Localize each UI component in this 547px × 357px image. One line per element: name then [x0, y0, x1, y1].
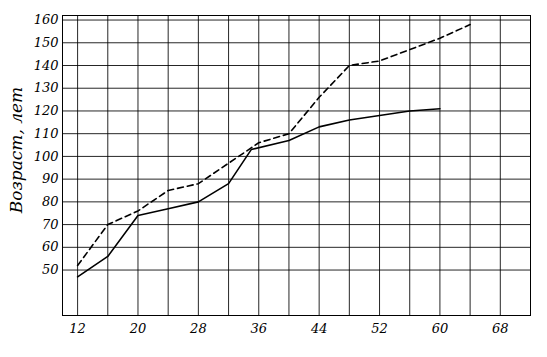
svg-text:12: 12	[69, 321, 86, 336]
svg-text:70: 70	[42, 217, 59, 232]
svg-text:160: 160	[34, 12, 59, 27]
svg-text:100: 100	[34, 149, 59, 164]
svg-text:140: 140	[34, 58, 59, 73]
svg-text:110: 110	[34, 126, 59, 141]
svg-text:44: 44	[310, 321, 328, 336]
svg-text:90: 90	[42, 171, 59, 186]
svg-text:150: 150	[34, 35, 59, 50]
html-text:Возраст, лет: Возраст, лет	[6, 86, 26, 214]
svg-text:60: 60	[432, 321, 449, 336]
svg-text:36: 36	[250, 321, 267, 336]
svg-text:20: 20	[129, 321, 147, 336]
svg-text:130: 130	[34, 80, 59, 95]
svg-text:60: 60	[42, 239, 59, 254]
svg-text:68: 68	[492, 321, 509, 336]
svg-text:52: 52	[371, 321, 388, 336]
svg-text:80: 80	[42, 194, 59, 209]
svg-text:50: 50	[42, 262, 59, 277]
svg-text:28: 28	[189, 321, 207, 336]
svg-text:120: 120	[34, 103, 59, 118]
